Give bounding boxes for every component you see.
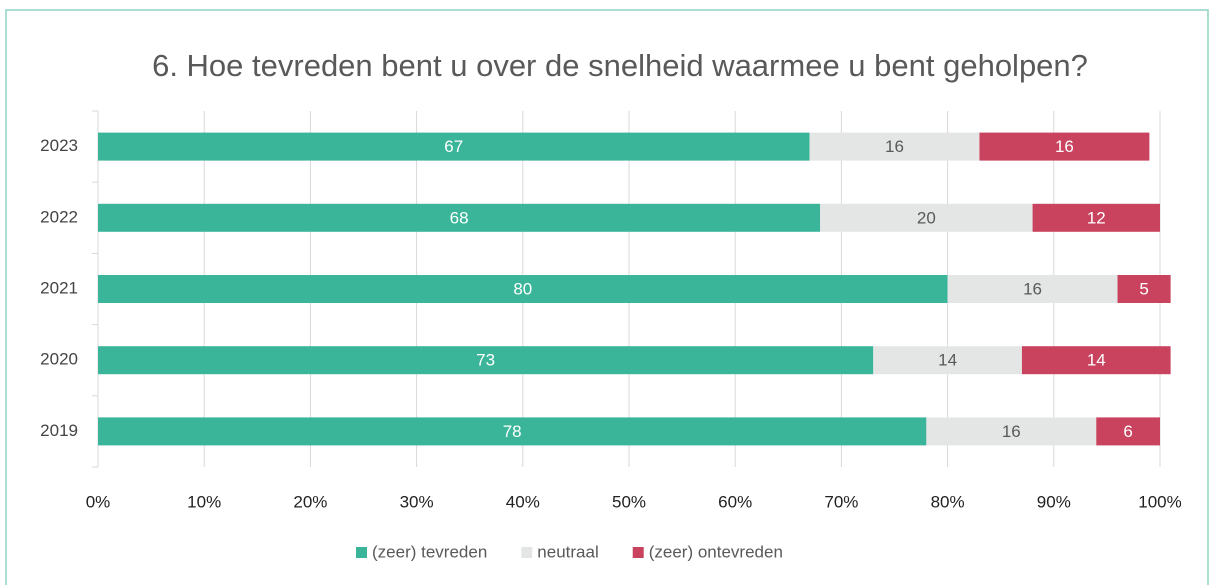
legend-swatch xyxy=(521,547,533,558)
bar-segment xyxy=(98,132,810,161)
x-tick-label: 40% xyxy=(506,492,540,511)
data-label: 16 xyxy=(1002,422,1021,441)
data-label: 5 xyxy=(1139,279,1148,298)
legend-swatch xyxy=(632,547,644,558)
bar-segment xyxy=(98,346,874,375)
bar-segment xyxy=(820,203,1033,232)
legend-swatch xyxy=(356,547,367,558)
bar-segment xyxy=(873,346,1022,375)
data-label: 68 xyxy=(450,208,469,227)
y-tick-label: 2022 xyxy=(40,207,78,226)
data-label: 6 xyxy=(1123,422,1132,441)
x-tick-label: 0% xyxy=(86,492,111,511)
y-tick-label: 2023 xyxy=(40,136,78,155)
legend-label: (zeer) tevreden xyxy=(372,542,487,561)
bar-segment xyxy=(947,275,1118,303)
data-label: 20 xyxy=(917,208,936,227)
y-tick-label: 2020 xyxy=(40,350,78,369)
x-tick-label: 10% xyxy=(187,492,221,511)
data-label: 78 xyxy=(503,422,522,441)
data-label: 67 xyxy=(444,137,463,156)
bar-segment xyxy=(1096,417,1160,446)
data-label: 16 xyxy=(1023,279,1042,298)
bar-segment xyxy=(1032,203,1160,232)
data-label: 80 xyxy=(513,279,532,298)
legend-label: neutraal xyxy=(537,542,598,561)
x-tick-label: 90% xyxy=(1037,492,1071,511)
legend-label: (zeer) ontevreden xyxy=(649,542,783,561)
x-tick-label: 30% xyxy=(400,492,434,511)
x-tick-label: 70% xyxy=(824,492,858,511)
bar-segment xyxy=(1117,275,1171,303)
data-label: 73 xyxy=(476,351,495,370)
bar-segment xyxy=(809,132,980,161)
bar-segment xyxy=(98,275,948,303)
data-label: 16 xyxy=(885,137,904,156)
data-label: 14 xyxy=(1087,351,1106,370)
bar-segment xyxy=(1021,346,1171,375)
bar-segment xyxy=(98,417,927,446)
x-tick-label: 50% xyxy=(612,492,646,511)
x-tick-label: 80% xyxy=(931,492,965,511)
y-tick-label: 2021 xyxy=(40,278,78,297)
data-label: 12 xyxy=(1087,208,1106,227)
x-tick-label: 100% xyxy=(1138,492,1181,511)
chart-title: 6. Hoe tevreden bent u over de snelheid … xyxy=(152,48,1088,83)
x-tick-label: 60% xyxy=(718,492,752,511)
data-label: 14 xyxy=(938,351,957,370)
data-label: 16 xyxy=(1055,137,1074,156)
bar-segment xyxy=(98,203,821,232)
bar-segment xyxy=(979,132,1150,161)
bar-segment xyxy=(926,417,1097,446)
y-tick-label: 2019 xyxy=(40,421,78,440)
x-tick-label: 20% xyxy=(293,492,327,511)
